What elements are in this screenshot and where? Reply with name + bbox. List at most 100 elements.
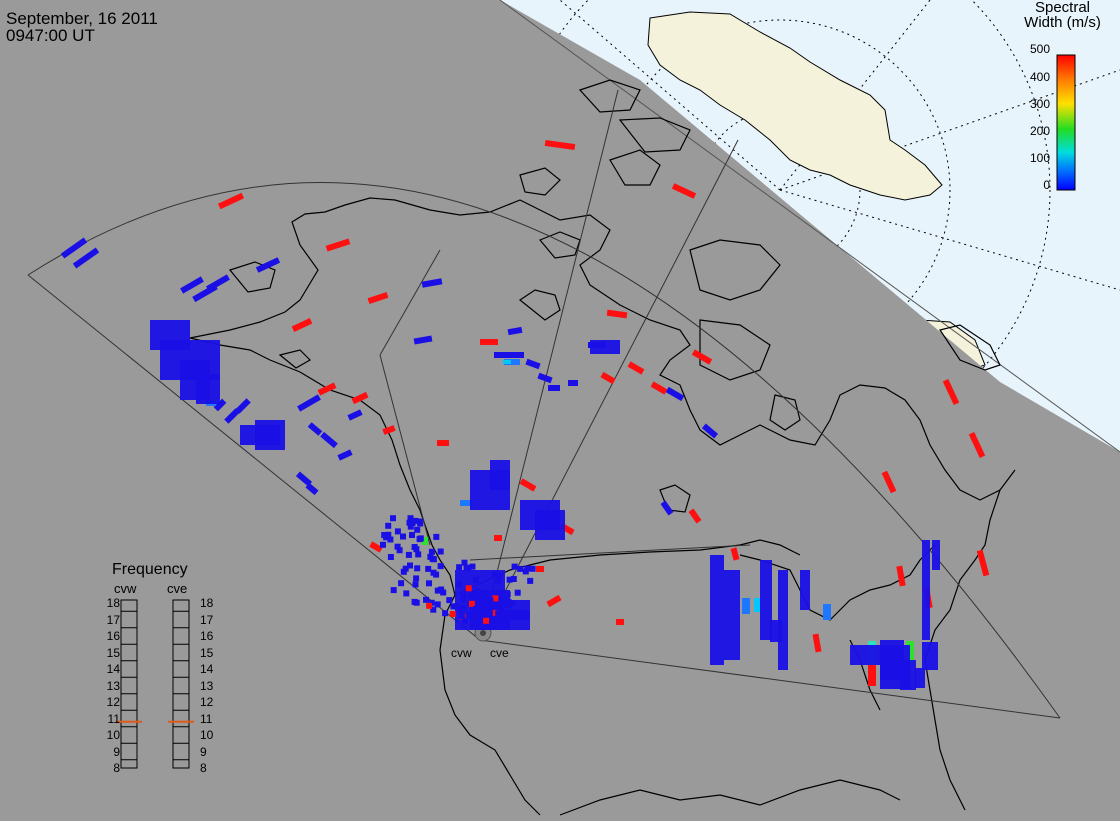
backscatter-cell <box>196 374 220 404</box>
backscatter-cell <box>529 565 536 572</box>
radar-name-cve: cve <box>167 581 188 596</box>
backscatter-cell <box>430 556 437 563</box>
frequency-scale-label: 15 <box>200 645 214 660</box>
frequency-scale-label: 18 <box>106 596 120 610</box>
backscatter-cells <box>60 139 990 690</box>
colorbar-units: Width (m/s) <box>1024 14 1101 31</box>
backscatter-cell <box>730 547 740 561</box>
backscatter-cell <box>496 573 503 580</box>
backscatter-cell <box>235 398 251 414</box>
backscatter-cell <box>430 569 437 576</box>
backscatter-cell <box>382 425 396 435</box>
backscatter-cell <box>710 555 724 665</box>
backscatter-cell <box>915 668 925 688</box>
backscatter-cell <box>413 575 420 582</box>
backscatter-cell <box>503 360 511 364</box>
backscatter-cell <box>396 547 403 554</box>
backscatter-cell <box>398 580 405 587</box>
backscatter-cell <box>255 420 285 450</box>
backscatter-cell <box>460 596 467 603</box>
backscatter-cell <box>402 565 409 572</box>
backscatter-cell <box>446 597 453 604</box>
backscatter-cell <box>465 585 472 592</box>
backscatter-cell <box>468 600 475 607</box>
backscatter-cell <box>660 500 674 516</box>
backscatter-cell <box>468 592 475 599</box>
backscatter-cell <box>800 570 810 610</box>
backscatter-cell <box>483 617 490 624</box>
backscatter-cell <box>217 192 245 210</box>
backscatter-cell <box>422 537 428 545</box>
frequency-scale-label: 8 <box>200 761 207 775</box>
backscatter-cell <box>387 536 394 543</box>
colorbar-tick: 400 <box>1029 70 1050 84</box>
colorbar-title: Spectral <box>1034 0 1091 16</box>
backscatter-cell <box>487 597 494 604</box>
backscatter-cell <box>480 608 486 614</box>
backscatter-cell <box>671 183 697 199</box>
backscatter-cell <box>426 602 433 609</box>
backscatter-cell <box>458 613 465 620</box>
radar-label-cvw: cvw <box>451 646 472 660</box>
terminator-line <box>499 0 1120 453</box>
backscatter-cell <box>494 352 524 358</box>
backscatter-cell <box>922 540 930 640</box>
coastlines <box>189 79 1016 816</box>
backscatter-cell <box>506 576 513 583</box>
backscatter-cell <box>477 601 484 608</box>
backscatter-cell <box>291 318 313 332</box>
backscatter-cell <box>490 601 497 608</box>
backscatter-cell <box>461 559 468 566</box>
backscatter-cell <box>425 565 432 572</box>
backscatter-cell <box>72 247 100 269</box>
backscatter-cell <box>504 359 520 365</box>
backscatter-cell <box>394 543 401 550</box>
colorbar-tick: 500 <box>1029 42 1050 56</box>
backscatter-cell <box>505 598 512 605</box>
backscatter-cell <box>433 533 440 540</box>
backscatter-cell <box>900 660 916 690</box>
backscatter-cell <box>449 611 456 617</box>
backscatter-cell <box>469 563 476 570</box>
backscatter-cell <box>421 278 443 288</box>
backscatter-cell <box>548 385 560 391</box>
backscatter-cell <box>600 371 616 385</box>
backscatter-cell <box>473 605 480 612</box>
backscatter-cell <box>976 549 990 577</box>
backscatter-cell <box>724 570 740 660</box>
frequency-scale-label: 16 <box>200 629 214 643</box>
backscatter-cell <box>527 577 534 584</box>
backscatter-cell <box>423 596 429 603</box>
backscatter-cell <box>688 508 702 524</box>
backscatter-cell <box>492 571 498 578</box>
backscatter-cell <box>511 563 518 570</box>
backscatter-cell <box>381 532 388 538</box>
backscatter-cell <box>409 520 416 527</box>
backscatter-cell <box>519 478 537 492</box>
frequency-scale-label: 13 <box>200 678 214 693</box>
backscatter-cell <box>426 580 432 587</box>
backscatter-cell <box>616 619 624 625</box>
frequency-scale-label: 14 <box>200 662 214 676</box>
backscatter-cell <box>474 588 481 595</box>
backscatter-cell <box>492 595 499 602</box>
frequency-scale-label: 14 <box>106 662 120 676</box>
frequency-scale-label: 17 <box>200 612 214 627</box>
frequency-scale-label: 11 <box>107 711 120 726</box>
backscatter-cell <box>400 533 406 540</box>
backscatter-cell <box>411 598 418 605</box>
backscatter-cell <box>414 565 421 572</box>
backscatter-cell <box>320 431 338 449</box>
backscatter-cell <box>325 238 351 252</box>
backscatter-cell <box>881 470 897 494</box>
backscatter-cell <box>524 565 531 572</box>
freq-bar-cvw <box>120 599 138 769</box>
backscatter-cell <box>394 528 401 535</box>
backscatter-cell <box>407 523 414 530</box>
backscatter-cell <box>650 381 668 395</box>
backscatter-cell <box>206 274 230 292</box>
backscatter-cell <box>760 560 772 640</box>
backscatter-cell <box>868 660 876 686</box>
